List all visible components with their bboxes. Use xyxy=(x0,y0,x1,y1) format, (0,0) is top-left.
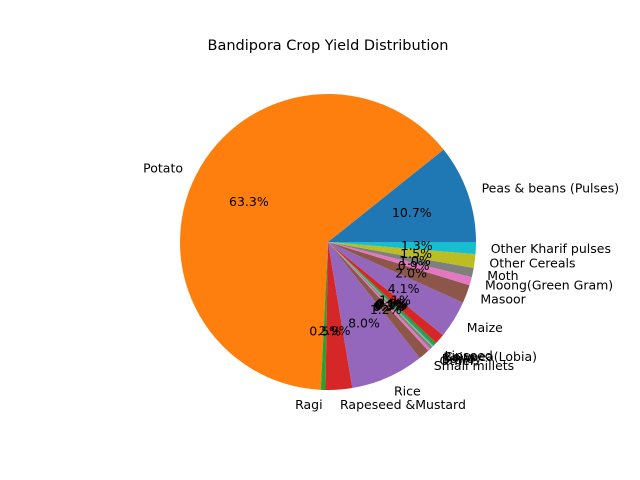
slice-label: Moong(Green Gram) xyxy=(485,278,613,293)
pie-slice xyxy=(328,242,463,336)
pie-labels: Peas & beans (Pulses) Potato Ragi Rapeseed … xyxy=(143,160,619,412)
slice-label: Other Kharif pulses xyxy=(491,241,611,256)
pie-slice xyxy=(328,242,444,343)
slice-percent-label: 0.1% xyxy=(375,297,407,312)
pie-slice xyxy=(328,242,476,268)
slice-label: Moth xyxy=(487,268,518,283)
slice-percent-label: 1.0% xyxy=(399,253,431,268)
slice-label: Maize xyxy=(467,320,503,335)
slice-percent-label: 2.0% xyxy=(395,266,427,281)
slice-label: Rice xyxy=(394,383,421,398)
slice-percent-label: 1.3% xyxy=(401,238,433,253)
slice-label: Barley xyxy=(442,351,483,366)
pie-slice xyxy=(328,242,434,347)
slice-percent-label: 0.3% xyxy=(374,298,406,313)
pie-slice xyxy=(328,242,476,255)
slice-percent-label: 0.1% xyxy=(375,297,407,312)
slice-label: Cowpea(Lobia) xyxy=(444,349,537,364)
pie-slice xyxy=(328,242,431,351)
pie-slices xyxy=(180,93,477,391)
pie-slice xyxy=(328,149,477,242)
slice-percent-label: 63.3% xyxy=(229,194,269,209)
slice-percent-label: 1.5% xyxy=(400,246,432,261)
slice-percent-label: 1.2% xyxy=(370,302,402,317)
slice-label: Potato xyxy=(143,160,183,175)
slice-percent-label: 8.0% xyxy=(348,316,380,331)
slice-percent-label: 0.1% xyxy=(376,296,408,311)
slice-label: Rapeseed &Mustard xyxy=(340,397,466,412)
slice-percent-label: 0.9% xyxy=(398,258,430,273)
pie-slice xyxy=(328,242,437,345)
pie-percent-labels: 10.7%63.3%0.5%2.9%8.0%1.2%0.3%0.3%0.1%0.… xyxy=(229,194,433,338)
pie-slice xyxy=(328,242,470,303)
slice-label: Peas & beans (Pulses) xyxy=(482,181,620,196)
slice-percent-label: 0.5% xyxy=(309,323,341,338)
slice-percent-label: 10.7% xyxy=(392,205,432,220)
slice-percent-label: 0.3% xyxy=(377,296,409,311)
pie-slice xyxy=(325,242,353,391)
slice-label: Linseed xyxy=(445,348,493,363)
slice-percent-label: 2.9% xyxy=(319,323,351,338)
pie-slice xyxy=(328,242,429,359)
chart-title: Bandipora Crop Yield Distribution xyxy=(208,38,449,54)
pie-slice xyxy=(180,93,444,390)
slice-label: Small millets xyxy=(434,358,514,373)
slice-label: Other Cereals xyxy=(489,256,575,271)
slice-percent-label: 0.3% xyxy=(373,299,405,314)
slice-label: Bajra xyxy=(443,350,476,365)
pie-slice xyxy=(328,242,420,388)
slice-label: Other xyxy=(440,353,476,368)
pie-slice xyxy=(328,242,434,347)
pie-slice xyxy=(328,242,474,278)
pie-slice xyxy=(320,242,328,390)
pie-slice xyxy=(328,242,435,346)
pie-slice xyxy=(328,242,433,349)
slice-percent-label: 4.1% xyxy=(388,281,420,296)
slice-percent-label: 1.1% xyxy=(379,293,411,308)
slice-label: Masoor xyxy=(480,292,526,307)
pie-slice xyxy=(328,242,472,286)
slice-label: Ragi xyxy=(295,397,322,412)
